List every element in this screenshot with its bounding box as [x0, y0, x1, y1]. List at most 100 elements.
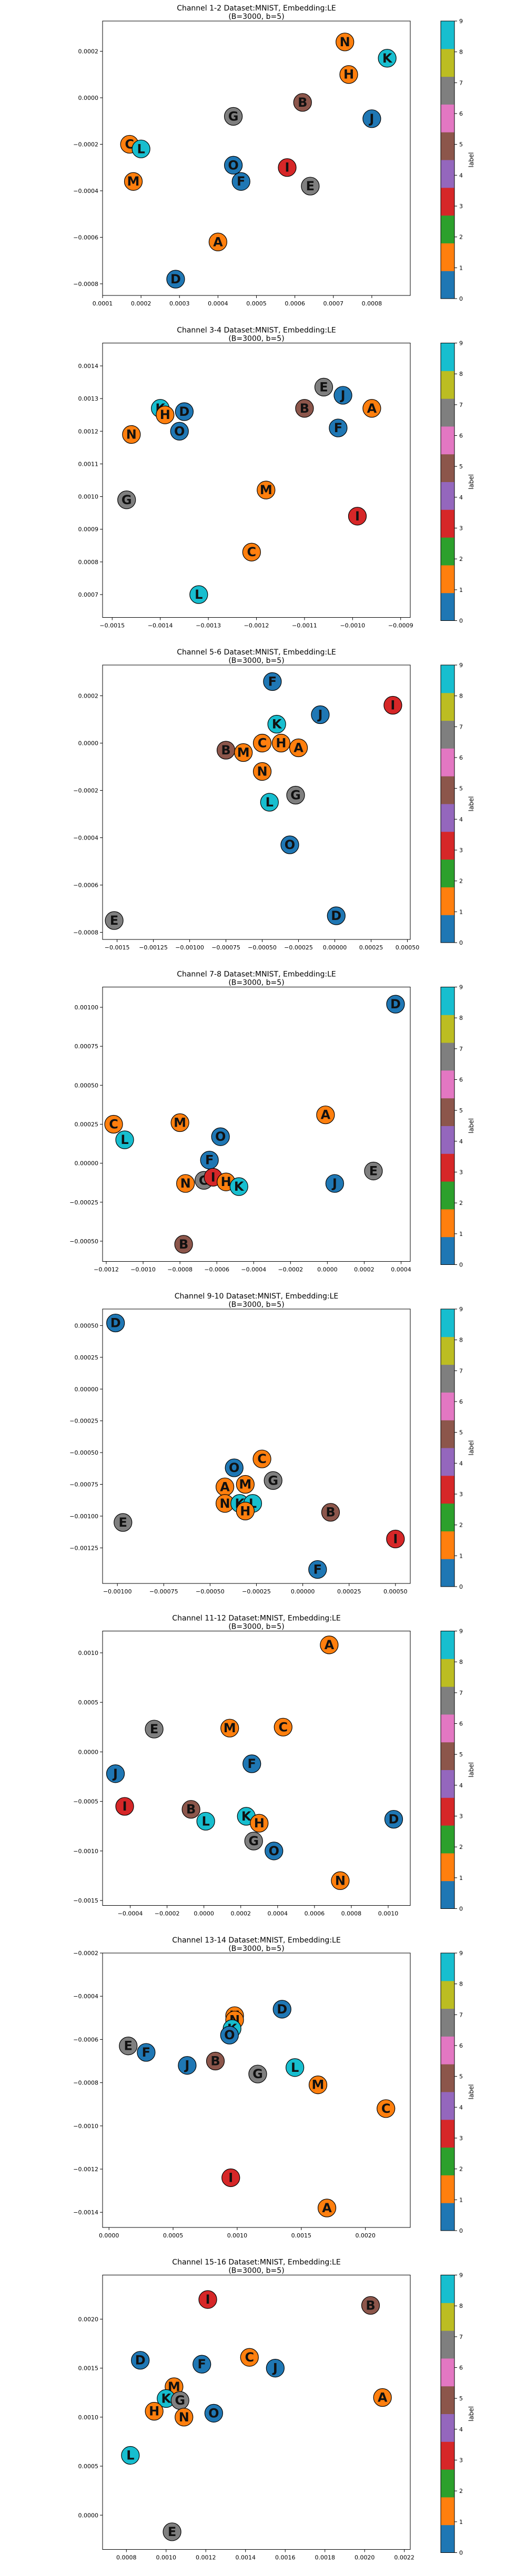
- x-tick-label: 0.0002: [230, 1910, 251, 1917]
- x-tick-label: −0.0009: [388, 622, 413, 629]
- colorbar-frame: [440, 665, 455, 943]
- point-label: G: [175, 2393, 185, 2408]
- chart-title: Channel 11-12 Dataset:MNIST, Embedding:L…: [172, 1614, 340, 1623]
- scatter-point-O: O: [224, 156, 243, 175]
- y-tick-label: 0.0011: [78, 461, 99, 467]
- colorbar-segment: [441, 1980, 454, 2009]
- colorbar-tick-label: 5: [459, 785, 463, 792]
- scatter-point-M: M: [308, 2076, 328, 2094]
- x-tick-label: 0.0010: [156, 2554, 177, 2561]
- colorbar: 0 1 2 3 4 5 6 7 8 9 label: [440, 984, 475, 1269]
- point-marker: [362, 109, 381, 128]
- chart-subtitle: (B=3000, b=5): [228, 657, 284, 665]
- x-tick-label: −0.0013: [196, 622, 221, 629]
- colorbar: 0 1 2 3 4 5 6 7 8 9 label: [440, 1306, 475, 1590]
- x-tick-label: −0.0010: [130, 1266, 156, 1273]
- chart-subtitle: (B=3000, b=5): [228, 1945, 284, 1953]
- scatter-point-D: D: [175, 402, 194, 421]
- x-tick-label: 0.0018: [315, 2554, 335, 2561]
- y-tick-label: 0.0015: [78, 2365, 99, 2372]
- point-label: F: [334, 421, 342, 435]
- colorbar-segment: [441, 859, 454, 887]
- scatter-point-H: H: [271, 733, 291, 753]
- scatter-point-M: M: [124, 172, 143, 191]
- colorbar-tick-label: 0: [459, 618, 463, 625]
- scatter-point-L: L: [260, 793, 279, 812]
- scatter-point-G: G: [224, 107, 243, 126]
- point-marker: [329, 418, 348, 437]
- scatter-point-A: A: [320, 1635, 339, 1654]
- point-marker: [119, 2037, 138, 2056]
- point-marker: [325, 1174, 344, 1193]
- colorbar-segment: [441, 371, 454, 399]
- colorbar-segment: [441, 1953, 454, 1981]
- y-tick-label: 0.0010: [78, 2414, 99, 2421]
- scatter-point-F: F: [231, 172, 250, 191]
- scatter-point-I: I: [198, 2290, 217, 2309]
- point-marker: [234, 743, 253, 762]
- point-marker: [244, 1832, 263, 1851]
- x-tick-label: 0.0020: [355, 2232, 376, 2239]
- colorbar-tick-label: 1: [459, 1231, 463, 1238]
- point-label: K: [241, 1809, 252, 1824]
- colorbar-tick-label: 0: [459, 1262, 463, 1269]
- chart-panel-7: Channel 13-14 Dataset:MNIST, Embedding:L…: [73, 1936, 475, 2239]
- scatter-point-N: N: [175, 2408, 194, 2427]
- colorbar-tick-label: 4: [459, 494, 463, 501]
- point-marker: [242, 543, 261, 561]
- x-tick-label: −0.0015: [105, 944, 130, 951]
- colorbar-segment: [441, 987, 454, 1015]
- colorbar-segment: [441, 2441, 454, 2470]
- colorbar-segment: [441, 887, 454, 915]
- y-tick-label: −0.0008: [73, 2080, 98, 2087]
- chart-panel-1: Channel 1-2 Dataset:MNIST, Embedding:LE(…: [73, 4, 475, 307]
- x-tick-label: 0.0012: [196, 2554, 216, 2561]
- scatter-point-L: L: [189, 585, 208, 604]
- point-label: F: [268, 674, 277, 689]
- colorbar-segment: [441, 104, 454, 132]
- scatter-point-A: A: [362, 399, 381, 418]
- colorbar-tick-label: 9: [459, 1306, 463, 1313]
- scatter-point-I: I: [383, 696, 402, 715]
- point-marker: [272, 2000, 291, 2019]
- colorbar-tick-label: 7: [459, 402, 463, 408]
- scatter-point-G: G: [264, 1471, 282, 1490]
- point-marker: [377, 2099, 396, 2118]
- y-tick-label: −0.0004: [73, 188, 98, 195]
- colorbar-tick-label: 8: [459, 1337, 463, 1344]
- point-label: M: [312, 2078, 325, 2092]
- scatter-point-A: A: [316, 1106, 335, 1125]
- x-tick-label: −0.0012: [244, 622, 269, 629]
- colorbar-frame: [440, 2275, 455, 2553]
- scatter-point-G: G: [286, 785, 305, 805]
- chart-subtitle: (B=3000, b=5): [228, 13, 284, 21]
- point-marker: [176, 1174, 195, 1193]
- colorbar-segment: [441, 1181, 454, 1210]
- point-marker: [286, 2058, 305, 2077]
- point-marker: [236, 1501, 255, 1520]
- point-marker: [106, 1764, 125, 1783]
- x-tick-label: 0.0022: [394, 2554, 414, 2561]
- y-tick-label: −0.0004: [73, 1993, 98, 2000]
- point-marker: [289, 738, 308, 758]
- point-marker: [166, 270, 185, 289]
- colorbar-tick-label: 5: [459, 1107, 463, 1114]
- scatter-point-C: C: [274, 1718, 292, 1736]
- colorbar-segment: [441, 243, 454, 271]
- point-label: D: [110, 1316, 121, 1331]
- chart-title: Channel 1-2 Dataset:MNIST, Embedding:LE: [177, 4, 336, 13]
- chart-panel-6: Channel 11-12 Dataset:MNIST, Embedding:L…: [73, 1614, 475, 1917]
- point-marker: [170, 1113, 189, 1132]
- point-label: O: [224, 2028, 235, 2042]
- x-tick-label: 0.0006: [285, 300, 305, 307]
- scatter-point-M: M: [170, 1113, 189, 1132]
- point-marker: [384, 1810, 403, 1829]
- y-tick-label: −0.00025: [69, 1418, 98, 1425]
- point-marker: [206, 2051, 225, 2071]
- colorbar-tick-label: 8: [459, 371, 463, 377]
- colorbar-label: label: [468, 796, 475, 811]
- colorbar-tick-label: 7: [459, 79, 463, 86]
- point-label: B: [210, 2054, 220, 2069]
- chart-title: Channel 13-14 Dataset:MNIST, Embedding:L…: [172, 1936, 340, 1945]
